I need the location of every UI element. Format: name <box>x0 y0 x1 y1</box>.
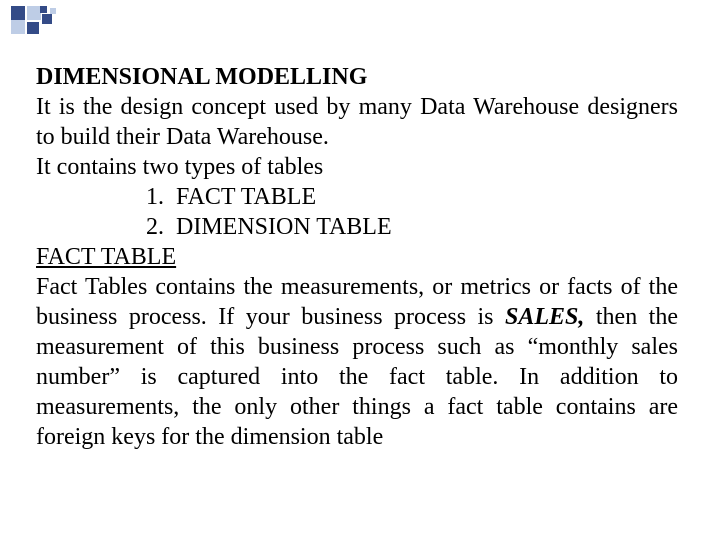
fact-table-heading: FACT TABLE <box>36 242 678 272</box>
corner-decoration <box>0 0 90 42</box>
list-label: FACT TABLE <box>176 182 316 212</box>
list-label: DIMENSION TABLE <box>176 212 392 242</box>
list-number: 2. <box>146 212 176 242</box>
list-item: 2. DIMENSION TABLE <box>146 212 678 242</box>
slide-title: DIMENSIONAL MODELLING <box>36 62 678 92</box>
fact-table-paragraph: Fact Tables contains the measurements, o… <box>36 272 678 452</box>
slide-content: DIMENSIONAL MODELLING It is the design c… <box>36 62 678 452</box>
list-number: 1. <box>146 182 176 212</box>
sales-emphasis: SALES, <box>505 304 584 330</box>
intro-paragraph: It is the design concept used by many Da… <box>36 92 678 152</box>
intro-line-2: build their Data Warehouse. <box>61 124 329 150</box>
intro-line-3: It contains two types of tables <box>36 152 678 182</box>
list-item: 1. FACT TABLE <box>146 182 678 212</box>
table-types-list: 1. FACT TABLE 2. DIMENSION TABLE <box>146 182 678 242</box>
